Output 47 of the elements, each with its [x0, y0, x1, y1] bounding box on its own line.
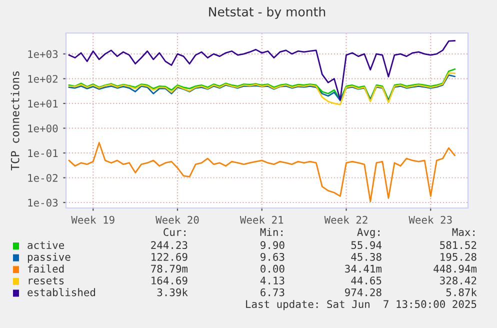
- text: 4.13: [260, 276, 284, 284]
- text: 328.42: [440, 276, 476, 284]
- text: 195.28: [440, 252, 476, 261]
- text: 5.87k: [446, 288, 477, 296]
- text: 34.41m: [345, 264, 382, 273]
- line-series: [68, 40, 456, 101]
- text: Min:: [260, 228, 282, 236]
- text: 0.00: [260, 264, 284, 273]
- text: 974.28: [345, 288, 382, 296]
- legend-label: resets: [28, 276, 64, 284]
- text: Last update: Sat Jun 7 13:50:00 2025: [246, 300, 476, 310]
- y-tick-label: 1e-02: [28, 174, 58, 182]
- text: Max:: [452, 228, 474, 236]
- text: Avg:: [357, 228, 380, 238]
- legend-label: active: [28, 240, 64, 250]
- text: 244.23: [151, 241, 188, 250]
- text: 122.69: [152, 252, 188, 261]
- x-tick-label: Week 20: [156, 216, 199, 224]
- x-tick-label: Week 21: [240, 216, 284, 224]
- text: 9.63: [260, 252, 284, 261]
- text: 3.39k: [157, 288, 188, 296]
- x-tick-label: Week 19: [71, 216, 114, 224]
- y-axis-title: TCP connections: [10, 71, 20, 170]
- y-tick-label: 1e-03: [28, 198, 58, 207]
- text: Cur:: [164, 228, 186, 236]
- y-tick-label: 1e+00: [28, 124, 58, 132]
- text: 9.90: [260, 241, 284, 250]
- text: 44.65: [351, 276, 382, 284]
- x-tick-label: Week 23: [408, 216, 452, 224]
- legend-label: passive: [28, 252, 70, 263]
- text: 164.69: [152, 276, 188, 284]
- legend-label: failed: [28, 264, 64, 273]
- text: 6.73: [260, 288, 284, 296]
- y-tick-label: 1e+01: [28, 100, 58, 108]
- y-tick-label: 1e-01: [28, 149, 58, 158]
- y-tick-label: 1e+02: [28, 74, 58, 83]
- text: 78.79m: [151, 264, 188, 273]
- text: 448.94m: [434, 264, 477, 273]
- legend-label: established: [28, 288, 96, 296]
- text: 55.94: [351, 241, 382, 250]
- text: 581.52: [440, 241, 476, 250]
- y-tick-label: 1e+03: [28, 50, 58, 58]
- text: 45.38: [351, 252, 382, 261]
- line-series: [68, 68, 456, 101]
- x-tick-label: Week 22: [324, 216, 368, 224]
- chart-title: Netstat - by month: [209, 6, 326, 19]
- line-series: [68, 142, 456, 202]
